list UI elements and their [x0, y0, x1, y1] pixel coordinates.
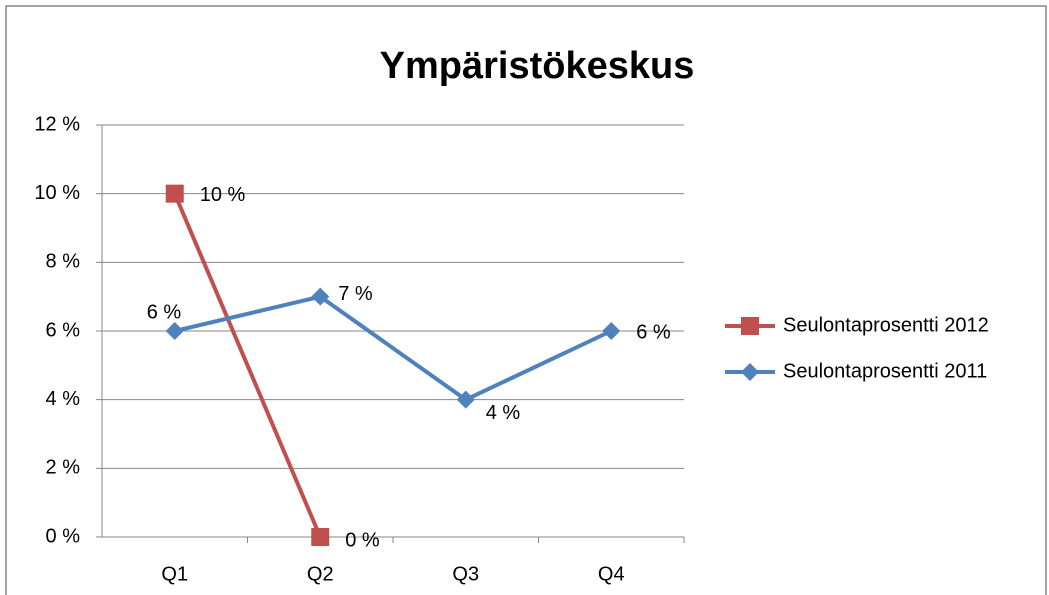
marker [165, 322, 184, 340]
y-tick-label: 6 % [46, 319, 81, 341]
legend-label: Seulontaprosentti 2011 [783, 360, 987, 382]
x-tick-label: Q3 [452, 563, 479, 585]
marker [311, 528, 330, 546]
y-tick-label: 0 % [46, 525, 81, 547]
x-tick-label: Q4 [598, 563, 625, 585]
data-label: 4 % [486, 402, 521, 424]
data-label: 6 % [147, 301, 182, 323]
data-label: 6 % [636, 321, 671, 343]
data-label: 10 % [200, 184, 246, 206]
series-line [174, 294, 613, 402]
y-tick-label: 4 % [46, 388, 81, 410]
data-label: 7 % [338, 283, 373, 305]
chart-title: Ympäristökeskus [380, 45, 695, 87]
y-tick-label: 2 % [46, 457, 81, 479]
legend-marker [741, 363, 759, 381]
series-line [172, 192, 323, 538]
x-tick-label: Q1 [161, 563, 188, 585]
y-tick-label: 12 % [34, 113, 80, 135]
chart-frame [5, 5, 1047, 595]
marker [602, 322, 621, 340]
marker [456, 390, 475, 409]
x-tick-label: Q2 [307, 563, 334, 585]
legend-marker [741, 317, 759, 335]
marker [165, 184, 184, 203]
y-tick-label: 8 % [46, 251, 81, 273]
legend-label: Seulontaprosentti 2012 [783, 314, 989, 336]
y-tick-label: 10 % [34, 182, 80, 204]
marker [311, 287, 330, 306]
data-label: 0 % [345, 529, 380, 551]
